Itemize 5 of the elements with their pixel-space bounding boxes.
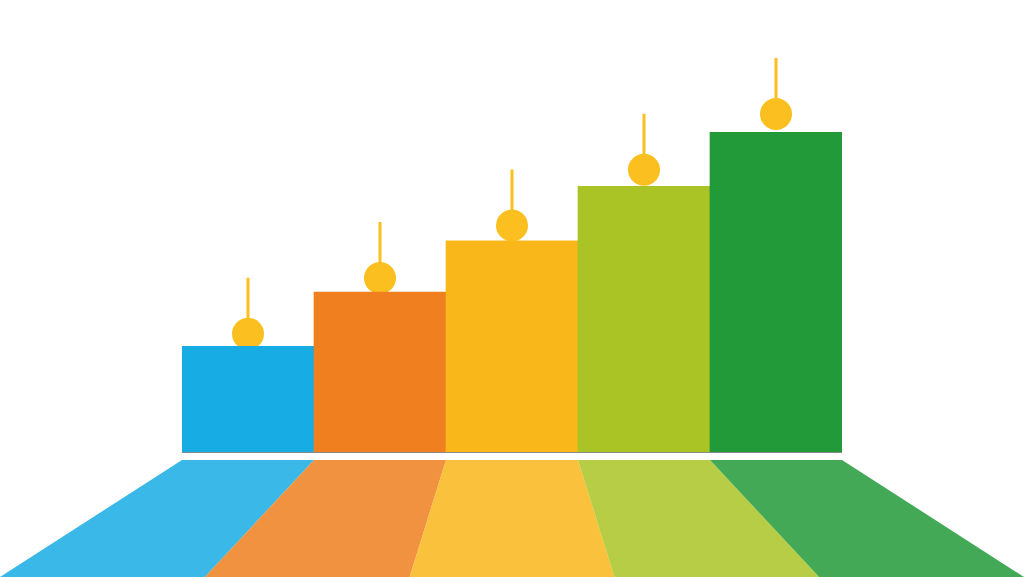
bar [709,132,842,452]
bar [313,291,447,452]
bar [577,186,711,452]
bar [182,346,315,452]
bar [445,240,579,452]
